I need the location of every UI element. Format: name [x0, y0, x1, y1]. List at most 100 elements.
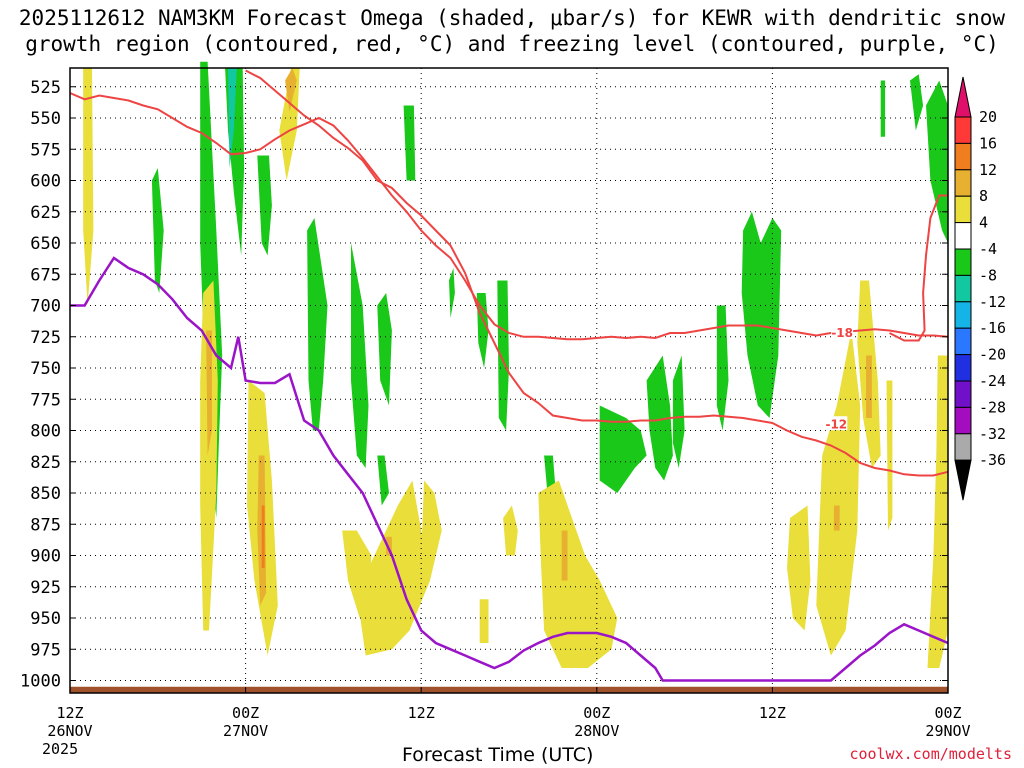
xtick-date-0: 26NOV — [47, 722, 92, 740]
colorbar-label-9: -20 — [979, 346, 1006, 364]
x-axis-title: Forecast Time (UTC) — [402, 744, 594, 766]
credit-link[interactable]: coolwx.com/modelts — [849, 745, 1012, 763]
omega-region-34 — [503, 505, 518, 556]
chart-title-line-1: 2025112612 NAM3KM Forecast Omega (shaded… — [18, 6, 1006, 30]
xtick-label-60: 00Z — [934, 704, 961, 722]
omega-region-10 — [377, 293, 392, 406]
colorbar-box-6 — [954, 248, 972, 276]
omega-region-8 — [307, 218, 328, 431]
omega-region-6 — [151, 168, 164, 293]
xtick-year-0: 2025 — [42, 740, 78, 758]
colorbar-box-11 — [954, 380, 972, 408]
dendritic-label-0: -18 — [831, 326, 853, 340]
omega-region-42 — [866, 355, 872, 418]
omega-shading-layer — [83, 61, 948, 668]
omega-region-38 — [787, 505, 811, 631]
ytick-label-550: 550 — [30, 109, 61, 129]
omega-region-17 — [599, 405, 647, 493]
omega-region-29 — [261, 505, 265, 568]
omega-region-0 — [83, 68, 94, 306]
omega-region-18 — [646, 355, 673, 481]
dendritic-label-1: -12 — [825, 417, 847, 431]
y-axis: 525 550 575 600 625 650 675 700 725 750 775 800 825 8… — [20, 78, 948, 692]
frame-border — [69, 67, 949, 694]
freezing-level-contour — [70, 256, 949, 682]
omega-region-24 — [880, 80, 886, 137]
ytick-label-900: 900 — [30, 547, 61, 567]
omega-region-12 — [403, 105, 416, 181]
ytick-label-925: 925 — [30, 578, 61, 598]
xtick-label-36: 00Z — [583, 704, 610, 722]
dendritic-contour-2 — [889, 194, 948, 342]
ytick-label-650: 650 — [30, 234, 61, 254]
ytick-label-875: 875 — [30, 515, 61, 535]
omega-region-23 — [926, 80, 948, 243]
colorbar-box-3 — [954, 169, 972, 197]
ytick-label-850: 850 — [30, 484, 61, 504]
colorbar-box-8 — [954, 301, 972, 329]
colorbar-label-13: -36 — [979, 451, 1006, 469]
colorbar-bottom-arrow — [954, 459, 972, 501]
dendritic-contour-1 — [245, 69, 949, 477]
colorbar-top-arrow — [954, 76, 972, 118]
colorbar-label-12: -32 — [979, 425, 1006, 443]
colorbar-box-12 — [954, 406, 972, 435]
dendritic-label-bg-0 — [831, 325, 854, 339]
ytick-label-750: 750 — [30, 359, 61, 379]
ytick-label-1000: 1000 — [20, 672, 61, 692]
colorbar-box-10 — [954, 354, 972, 382]
colorbar-label-4: 4 — [979, 214, 988, 232]
omega-region-9 — [351, 243, 369, 468]
dendritic-label-bg-1 — [825, 416, 848, 431]
colorbar: 20 16 12 8 4 -4 -8 -12 -16 -20 -24 -28 -32 -36 — [954, 76, 1006, 501]
omega-region-39 — [816, 330, 861, 656]
colorbar-label-8: -16 — [979, 319, 1006, 337]
ytick-label-675: 675 — [30, 265, 61, 285]
contour-layer: -18 -12 — [69, 69, 949, 682]
ytick-label-975: 975 — [30, 640, 61, 660]
colorbar-label-10: -24 — [979, 372, 1006, 390]
omega-region-25 — [200, 280, 218, 631]
omega-region-11 — [377, 455, 389, 506]
xtick-label-48: 12Z — [759, 704, 786, 722]
colorbar-box-13 — [954, 433, 972, 461]
colorbar-label-1: 16 — [979, 134, 997, 152]
omega-region-3 — [228, 68, 237, 168]
colorbar-box-9 — [954, 327, 972, 356]
omega-region-21 — [741, 211, 782, 418]
omega-region-40 — [833, 505, 840, 531]
colorbar-label-3: 8 — [979, 187, 988, 205]
xtick-date-36: 28NOV — [574, 722, 619, 740]
omega-region-37 — [479, 599, 489, 643]
colorbar-label-11: -28 — [979, 398, 1006, 416]
ytick-label-625: 625 — [30, 203, 61, 223]
ytick-label-700: 700 — [30, 297, 61, 317]
terrain-layer — [70, 686, 948, 693]
omega-region-20 — [716, 305, 729, 431]
chart-title-line-2: growth region (contoured, red, °C) and f… — [25, 32, 999, 56]
omega-region-7 — [257, 155, 272, 256]
colorbar-box-4 — [954, 195, 972, 224]
colorbar-label-0: 20 — [979, 108, 997, 126]
ytick-label-825: 825 — [30, 453, 61, 473]
omega-region-13 — [449, 268, 455, 318]
ytick-label-525: 525 — [30, 78, 61, 98]
omega-region-44 — [927, 355, 948, 668]
omega-region-22 — [910, 74, 924, 131]
colorbar-label-2: 12 — [979, 161, 997, 179]
xtick-label-0: 12Z — [56, 704, 83, 722]
colorbar-box-1 — [954, 116, 972, 144]
xtick-date-12: 27NOV — [223, 722, 268, 740]
colorbar-label-6: -8 — [979, 266, 997, 284]
xtick-date-60: 29NOV — [925, 722, 970, 740]
omega-region-35 — [538, 480, 618, 668]
plot-frame — [69, 67, 949, 694]
ytick-label-575: 575 — [30, 140, 61, 160]
omega-region-15 — [497, 280, 509, 431]
colorbar-label-7: -12 — [979, 293, 1006, 311]
colorbar-box-2 — [954, 142, 972, 171]
omega-region-19 — [672, 355, 685, 468]
ytick-label-800: 800 — [30, 422, 61, 442]
